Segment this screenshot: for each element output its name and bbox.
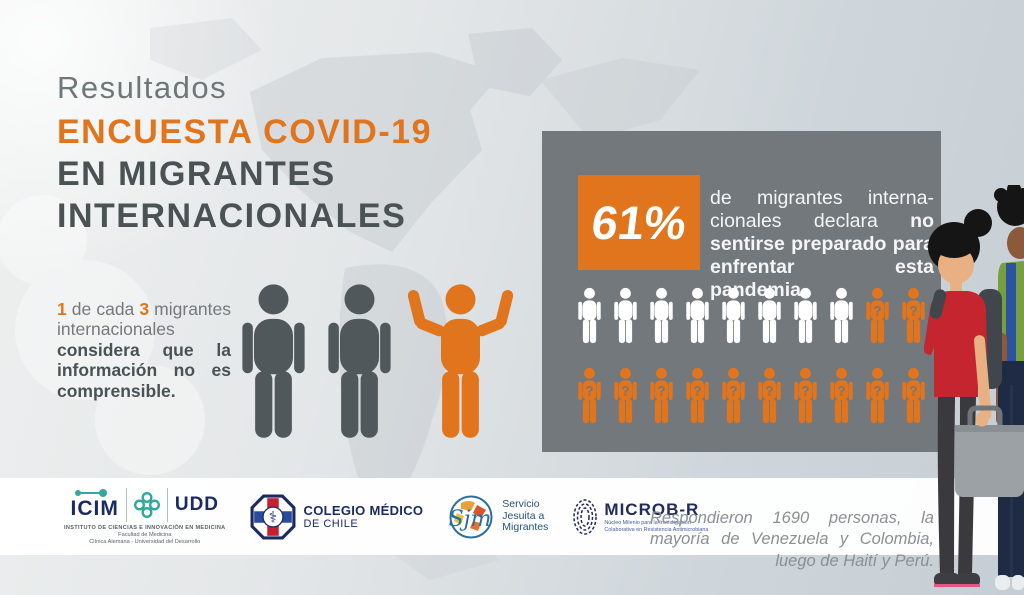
stat-number-1: 1 — [57, 298, 67, 319]
logo-divider — [166, 487, 168, 522]
person-icon — [794, 287, 817, 344]
svg-text:?: ? — [873, 303, 881, 318]
logo-colegio-medico: ⚕ COLEGIO MÉDICO DE CHILE — [250, 494, 424, 540]
sjm-text: Servicio Jesuita a Migrantes — [502, 499, 548, 534]
person-question-icon: ? — [902, 287, 925, 344]
logo-microb-r: MICROB-R Núcleo Milenio para la Investig… — [572, 498, 708, 536]
microb-r-subtext: Núcleo Milenio para la Investigación Col… — [604, 520, 708, 533]
stat-bold-text: considera que la información no es compr… — [57, 339, 231, 401]
colegio-medico-line1: COLEGIO MÉDICO — [303, 503, 424, 518]
title-line-migrantes: EN MIGRANTES — [57, 155, 336, 193]
svg-text:?: ? — [729, 383, 737, 398]
man-figure — [994, 185, 1024, 590]
logo-divider — [125, 487, 127, 522]
person-standing-icon — [242, 284, 305, 438]
title-line-covid: ENCUESTA COVID-19 — [57, 113, 432, 151]
person-question-icon: ? — [758, 367, 781, 424]
icim-name: ICIM — [70, 496, 119, 520]
header-block: Resultados ENCUESTA COVID-19 EN MIGRANTE… — [57, 70, 432, 237]
sjm-line3: Migrantes — [502, 521, 549, 534]
icim-dots-icon — [74, 488, 109, 497]
person-icon — [578, 287, 601, 344]
svg-text:?: ? — [873, 383, 881, 398]
person-shrugging-icon — [408, 284, 513, 438]
icim-subtext-line3: Clínica Alemana - Universidad del Desarr… — [89, 538, 201, 545]
woman-figure — [923, 209, 1002, 587]
svg-text:?: ? — [657, 383, 665, 398]
pictogram-row-2: ?????????? — [576, 361, 927, 434]
footer-band: ICIM UDD INSTITUTO DE CIENCIAS E INNOVAC… — [0, 478, 1024, 570]
icim-row: ICIM UDD — [70, 487, 220, 522]
svg-text:?: ? — [621, 383, 629, 398]
colegio-medico-text: COLEGIO MÉDICO DE CHILE — [304, 503, 424, 530]
stat-one-in-three-text: 1 de cada 3 migrantes in­ternacionales c… — [57, 299, 231, 402]
percent-desc-regular: de migrantes interna­cionales declara — [710, 186, 934, 232]
person-question-icon: ? — [830, 367, 853, 424]
percent-value: 61% — [588, 196, 690, 249]
icim-subtext-line1: INSTITUTO DE CIENCIAS E INNOVACIÓN EN ME… — [64, 524, 226, 531]
microb-r-sub-line1: Núcleo Milenio para la Investigación — [604, 520, 691, 526]
person-standing-icon — [328, 284, 391, 438]
trio-figures — [236, 284, 513, 449]
stat-regular-text: migrantes in­ternacionales — [57, 298, 231, 340]
svg-text:⚕: ⚕ — [268, 509, 276, 526]
percent-desc-bold: no sentirse preparado para enfrentar est… — [710, 209, 934, 301]
person-question-icon: ? — [794, 367, 817, 424]
person-icon — [650, 287, 673, 344]
svg-text:?: ? — [801, 383, 809, 398]
person-question-icon: ? — [578, 367, 601, 424]
svg-text:?: ? — [765, 383, 773, 398]
person-question-icon: ? — [614, 367, 637, 424]
svg-text:?: ? — [837, 383, 845, 398]
person-icon — [758, 287, 781, 344]
logo-sjm: Sjm Servicio Jesuita a Migrantes — [447, 493, 548, 541]
stat-mid-text: de cada — [66, 298, 140, 319]
svg-text:?: ? — [909, 303, 917, 318]
colegio-medico-line2: DE CHILE — [303, 518, 359, 530]
icim-subtext: INSTITUTO DE CIENCIAS E INNOVACIÓN EN ME… — [64, 525, 226, 546]
colegio-medico-badge-icon: ⚕ — [250, 494, 296, 539]
sjm-line1: Servicio — [502, 498, 540, 511]
sjm-globe-icon: Sjm — [449, 495, 493, 538]
fingerprint-icon — [573, 498, 598, 535]
percent-description: de migrantes interna­cionales declara no… — [710, 187, 934, 302]
icim-wordmark: ICIM — [70, 488, 119, 521]
partner-logos: ICIM UDD INSTITUTO DE CIENCIAS E INNOVAC… — [64, 478, 708, 555]
person-question-icon: ? — [686, 367, 709, 424]
svg-text:?: ? — [909, 383, 917, 398]
person-icon — [722, 287, 745, 344]
person-question-icon: ? — [866, 287, 889, 344]
microb-r-sub-line2: Colaborativa en Resistencia Antimicrobia… — [604, 526, 709, 533]
header-kicker: Resultados — [57, 70, 228, 105]
microb-r-name: MICROB-R — [604, 500, 700, 519]
icim-subtext-line2: Facultad de Medicina — [118, 531, 172, 538]
person-icon — [614, 287, 637, 344]
person-question-icon: ? — [722, 367, 745, 424]
udd-name: UDD — [174, 493, 220, 515]
suitcase — [955, 405, 1024, 497]
svg-text:?: ? — [693, 383, 701, 398]
logo-icim-udd: ICIM UDD INSTITUTO DE CIENCIAS E INNOVAC… — [64, 487, 226, 546]
microb-r-text: MICROB-R Núcleo Milenio para la Investig… — [604, 500, 708, 533]
person-icon — [686, 287, 709, 344]
title-line-internacionales: INTERNACIONALES — [57, 197, 407, 235]
migrants-illustration — [923, 185, 1024, 590]
svg-text:?: ? — [585, 383, 593, 398]
percent-box: 61% — [578, 175, 700, 270]
stat-number-3: 3 — [139, 298, 150, 319]
respondents-note: Respondieron 1690 personas, la mayoría d… — [650, 508, 934, 570]
person-question-icon: ? — [866, 367, 889, 424]
sjm-line2: Jesuita a — [502, 509, 545, 522]
survey-panel: 61% de migrantes interna­cionales declar… — [542, 131, 941, 452]
person-question-icon: ? — [650, 367, 673, 424]
person-question-icon: ? — [902, 367, 925, 424]
pictogram-row-1: ?? — [576, 281, 927, 354]
person-icon — [830, 287, 853, 344]
pictogram-rows: ?? ?????????? — [576, 281, 927, 441]
svg-text:Sjm: Sjm — [449, 507, 492, 532]
icim-clover-icon — [133, 491, 160, 518]
